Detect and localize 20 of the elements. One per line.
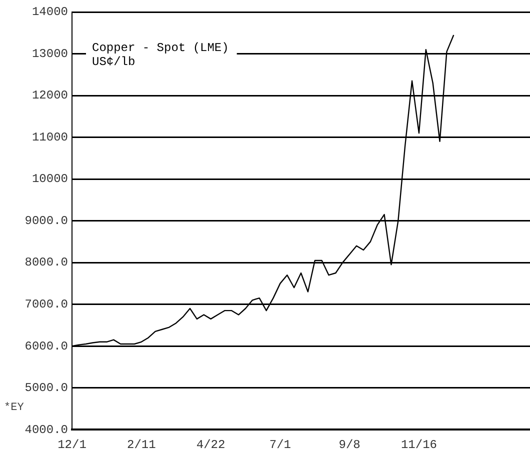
x-tick-label: 2/11 xyxy=(126,438,156,452)
y-tick-label: 14000 xyxy=(32,5,68,20)
y-tick-label: 9000.0 xyxy=(24,214,68,228)
y-tick-label: 7000.0 xyxy=(24,297,68,312)
x-tick-label: 9/8 xyxy=(338,438,360,452)
y-tick-label: 4000.0 xyxy=(24,422,68,437)
x-tick-label: 4/22 xyxy=(196,438,226,452)
y-tick-label: 6000.0 xyxy=(24,339,68,354)
text: Copper - Spot (LME) xyxy=(92,41,229,56)
x-tick-label: 11/16 xyxy=(400,438,437,452)
y-tick-label: 8000.0 xyxy=(24,256,68,270)
x-tick-label: 12/1 xyxy=(58,438,86,452)
y-tick-label: 10000 xyxy=(32,172,68,186)
y-tick-label: 12000 xyxy=(32,88,68,103)
text: *EY xyxy=(4,402,24,414)
text: US¢/lb xyxy=(92,55,136,70)
y-tick-label: 11000 xyxy=(32,130,68,144)
y-tick-label: 13000 xyxy=(32,46,68,61)
x-tick-label: 7/1 xyxy=(269,438,291,452)
y-tick-label: 5000.0 xyxy=(24,381,68,396)
